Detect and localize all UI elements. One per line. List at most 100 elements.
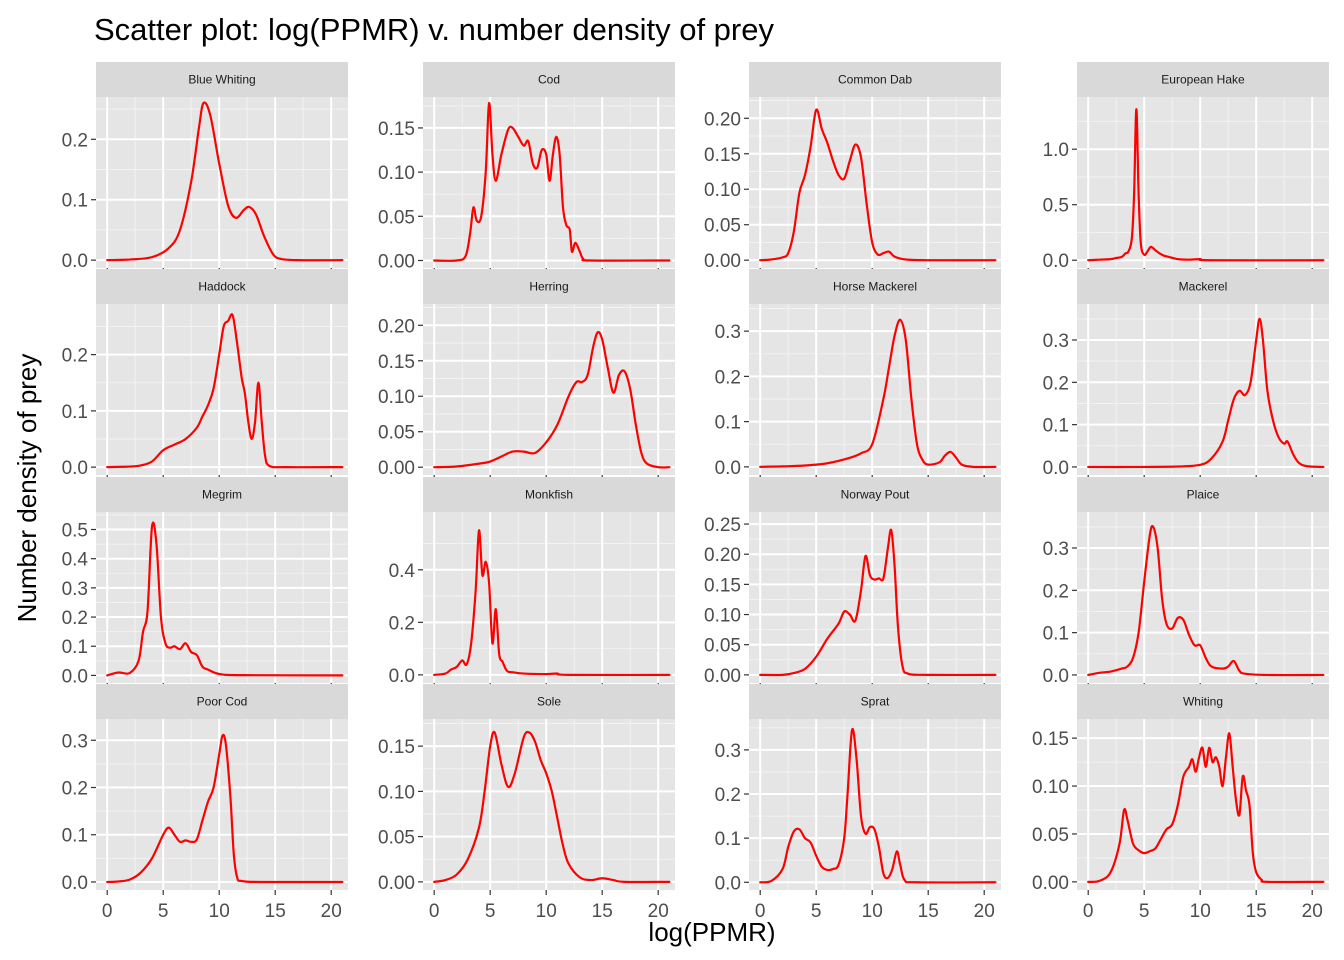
- density-line-megrim: [106, 521, 344, 677]
- facet-panels: Blue Whiting0.00.10.2Cod0.000.050.100.15…: [62, 62, 1329, 922]
- strip-background: [1077, 62, 1329, 97]
- panel-background: [749, 719, 1001, 890]
- y-tick-label: 0.2: [62, 778, 88, 799]
- strip-background: [749, 477, 1001, 512]
- panel-poor-cod: Poor Cod 0.0 0.1 0.2 0.3 0 5 10 15 20: [62, 684, 348, 922]
- strip-label: Blue Whiting: [188, 73, 255, 87]
- y-tick-label: 0.0: [62, 873, 88, 894]
- y-tick-label: 0.1: [715, 829, 741, 850]
- density-line-european-hake: [1087, 108, 1325, 262]
- y-tick-label: 0.2: [389, 613, 415, 634]
- strip-background: [423, 269, 675, 304]
- x-tick-label: 0: [1083, 901, 1094, 922]
- strip-label: Cod: [538, 73, 560, 87]
- y-tick-label: 0.10: [1032, 777, 1069, 798]
- x-tick-label: 10: [209, 901, 230, 922]
- strip-label: Sprat: [861, 695, 890, 709]
- y-tick-label: 0.05: [378, 423, 415, 444]
- panel-background: [96, 719, 348, 890]
- density-line-herring: [433, 331, 671, 469]
- y-tick-label: 0.2: [1043, 581, 1069, 602]
- x-tick-label: 0: [102, 901, 113, 922]
- y-tick-label: 0.3: [1043, 331, 1069, 352]
- panel-norway-pout: Norway Pout 0.00 0.05 0.10 0.15 0.20 0.25: [704, 477, 1001, 688]
- density-line-horse-mackerel: [759, 318, 997, 469]
- y-tick-label: 0.20: [704, 545, 741, 566]
- y-tick-label: 0.15: [704, 145, 741, 166]
- x-tick-label: 5: [158, 901, 169, 922]
- y-tick-label: 0.15: [378, 119, 415, 140]
- strip-background: [96, 62, 348, 97]
- panel-european-hake: European Hake 0.0 0.5 1.0: [1043, 62, 1329, 273]
- chart-title: Scatter plot: log(PPMR) v. number densit…: [94, 12, 774, 47]
- strip-background: [423, 477, 675, 512]
- y-tick-label: 0.0: [62, 251, 88, 272]
- y-tick-label: 0.0: [62, 458, 88, 479]
- panel-background: [1077, 97, 1329, 268]
- y-tick-label: 0.25: [704, 515, 741, 536]
- panel-background: [749, 97, 1001, 268]
- y-tick-label: 0.5: [1043, 196, 1069, 217]
- panel-background: [423, 512, 675, 683]
- x-tick-label: 15: [1246, 901, 1267, 922]
- y-tick-label: 0.05: [1032, 825, 1069, 846]
- panel-background: [1077, 304, 1329, 475]
- strip-background: [96, 684, 348, 719]
- x-tick-label: 5: [1139, 901, 1150, 922]
- y-tick-label: 0.05: [378, 207, 415, 228]
- density-line-plaice: [1087, 524, 1325, 677]
- y-tick-label: 0.0: [389, 666, 415, 687]
- y-tick-label: 0.4: [389, 561, 416, 582]
- panel-cod: Cod 0.00 0.05 0.10 0.15: [378, 62, 675, 273]
- y-tick-label: 0.15: [704, 575, 741, 596]
- panel-mackerel: Mackerel 0.0 0.1 0.2 0.3: [1043, 269, 1329, 480]
- y-tick-label: 0.3: [715, 322, 741, 343]
- y-tick-label: 0.1: [1043, 416, 1069, 437]
- y-tick-label: 0.00: [1032, 873, 1069, 894]
- y-tick-label: 0.3: [62, 731, 88, 752]
- x-tick-label: 10: [862, 901, 883, 922]
- x-tick-label: 5: [485, 901, 496, 922]
- y-tick-label: 0.1: [62, 637, 88, 658]
- y-tick-label: 0.00: [378, 458, 415, 479]
- x-tick-label: 20: [648, 901, 669, 922]
- strip-label: Horse Mackerel: [833, 280, 917, 294]
- x-tick-label: 15: [265, 901, 286, 922]
- y-tick-label: 0.2: [1043, 373, 1069, 394]
- y-tick-label: 0.00: [704, 666, 741, 687]
- y-tick-label: 0.2: [62, 608, 88, 629]
- y-tick-label: 0.2: [62, 130, 88, 151]
- panel-blue-whiting: Blue Whiting 0.0 0.1 0.2: [62, 62, 348, 273]
- density-line-haddock: [106, 313, 344, 469]
- strip-background: [423, 62, 675, 97]
- panel-sprat: Sprat 0.0 0.1 0.2 0.3 0 5 10 15 20: [715, 684, 1001, 922]
- y-tick-label: 0.2: [715, 785, 741, 806]
- strip-label: Sole: [537, 695, 561, 709]
- y-tick-label: 0.10: [378, 782, 415, 803]
- y-tick-label: 0.15: [378, 352, 415, 373]
- y-tick-label: 0.2: [715, 367, 741, 388]
- panel-megrim: Megrim 0.0 0.1 0.2 0.3 0.4 0.5: [62, 477, 348, 688]
- y-tick-label: 0.00: [704, 251, 741, 272]
- strip-background: [96, 269, 348, 304]
- y-tick-label: 0.3: [1043, 539, 1069, 560]
- density-line-mackerel: [1087, 317, 1325, 469]
- y-tick-label: 0.2: [62, 346, 88, 367]
- strip-label: Megrim: [202, 488, 242, 502]
- y-tick-label: 1.0: [1043, 140, 1069, 161]
- y-tick-label: 0.10: [378, 163, 415, 184]
- y-tick-label: 0.15: [1032, 729, 1069, 750]
- strip-label: European Hake: [1161, 73, 1245, 87]
- density-line-sprat: [759, 727, 997, 884]
- panel-plaice: Plaice 0.0 0.1 0.2 0.3: [1043, 477, 1329, 688]
- x-tick-label: 10: [1190, 901, 1211, 922]
- y-tick-label: 0.3: [715, 741, 741, 762]
- y-tick-label: 0.5: [62, 521, 88, 542]
- y-tick-label: 0.1: [62, 402, 88, 423]
- panel-background: [96, 512, 348, 683]
- strip-label: Poor Cod: [197, 695, 248, 709]
- strip-label: Monkfish: [525, 488, 573, 502]
- panel-haddock: Haddock 0.0 0.1 0.2: [62, 269, 348, 480]
- y-tick-label: 0.1: [62, 191, 88, 212]
